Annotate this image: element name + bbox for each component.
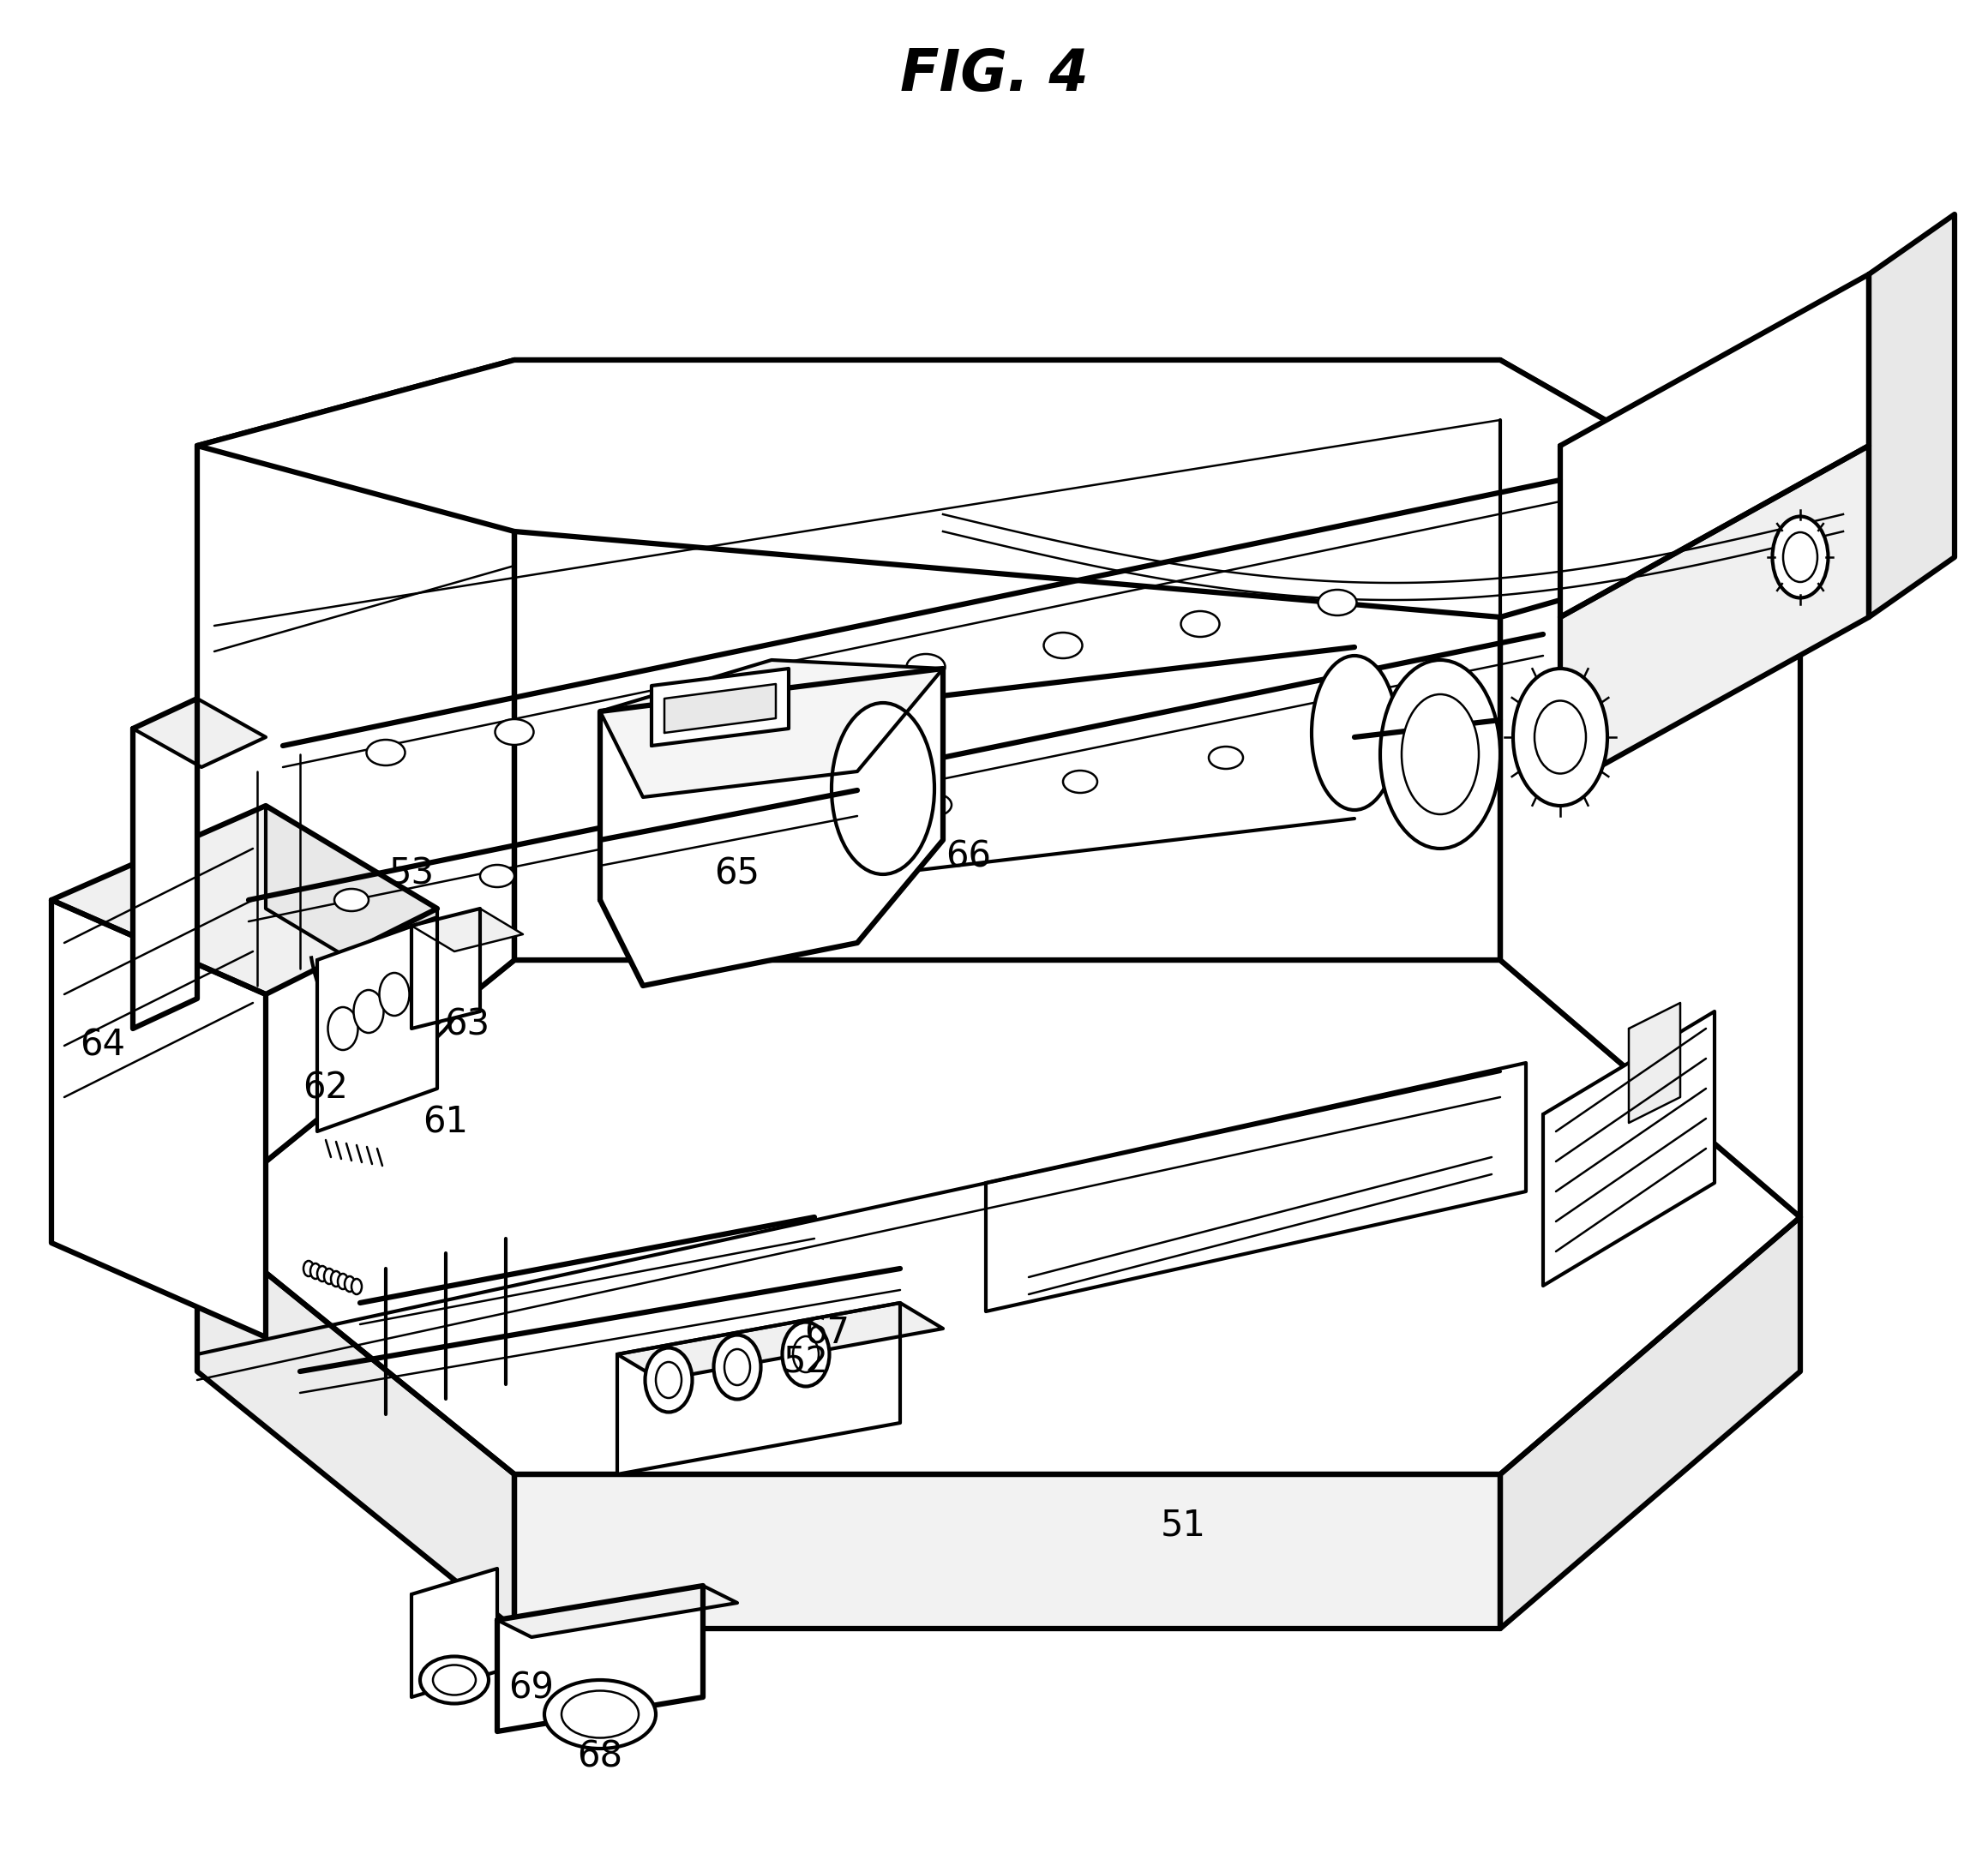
Polygon shape: [52, 805, 437, 995]
Ellipse shape: [644, 1348, 692, 1412]
Polygon shape: [1501, 361, 1801, 1216]
Ellipse shape: [1535, 701, 1586, 774]
Polygon shape: [133, 699, 197, 1029]
Ellipse shape: [310, 1263, 320, 1280]
Ellipse shape: [304, 1261, 314, 1276]
Ellipse shape: [338, 1274, 348, 1289]
Ellipse shape: [1513, 668, 1608, 805]
Ellipse shape: [433, 1665, 475, 1694]
Ellipse shape: [344, 1276, 356, 1291]
Polygon shape: [197, 960, 1801, 1475]
Polygon shape: [515, 361, 1501, 960]
Ellipse shape: [1318, 590, 1356, 616]
Polygon shape: [197, 361, 515, 1216]
Text: 62: 62: [302, 1071, 348, 1107]
Ellipse shape: [916, 794, 952, 817]
Ellipse shape: [907, 655, 944, 679]
Polygon shape: [616, 1302, 942, 1380]
Ellipse shape: [632, 698, 670, 722]
Polygon shape: [616, 1302, 901, 1475]
Ellipse shape: [328, 1006, 358, 1051]
Ellipse shape: [771, 818, 805, 841]
Polygon shape: [1561, 273, 1869, 618]
Polygon shape: [412, 1568, 497, 1696]
Polygon shape: [1501, 1216, 1801, 1629]
Ellipse shape: [479, 865, 515, 887]
Ellipse shape: [495, 720, 533, 744]
Ellipse shape: [352, 1280, 362, 1295]
Ellipse shape: [1402, 694, 1479, 815]
Ellipse shape: [318, 1267, 328, 1282]
Text: 68: 68: [577, 1739, 622, 1774]
Ellipse shape: [1380, 660, 1501, 848]
Ellipse shape: [1064, 770, 1097, 792]
Polygon shape: [197, 361, 1801, 618]
Ellipse shape: [769, 675, 807, 701]
Polygon shape: [412, 908, 479, 1029]
Polygon shape: [1561, 446, 1869, 789]
Polygon shape: [497, 1587, 738, 1637]
Text: 53: 53: [390, 856, 433, 893]
Polygon shape: [266, 805, 437, 1012]
Ellipse shape: [1783, 532, 1817, 582]
Text: 66: 66: [946, 839, 992, 876]
Polygon shape: [1543, 1012, 1714, 1285]
Ellipse shape: [831, 703, 934, 874]
Polygon shape: [412, 908, 523, 952]
Text: 52: 52: [783, 1345, 829, 1380]
Ellipse shape: [1773, 517, 1829, 597]
Ellipse shape: [366, 740, 406, 766]
Ellipse shape: [626, 841, 660, 863]
Ellipse shape: [714, 1335, 761, 1399]
Text: 61: 61: [423, 1105, 469, 1140]
Text: 65: 65: [714, 856, 759, 893]
Ellipse shape: [793, 1335, 819, 1373]
Polygon shape: [986, 1062, 1527, 1311]
Ellipse shape: [561, 1691, 638, 1737]
Text: 67: 67: [805, 1315, 851, 1350]
Polygon shape: [318, 917, 437, 1131]
Polygon shape: [497, 1587, 704, 1732]
Polygon shape: [600, 668, 942, 986]
Ellipse shape: [1044, 632, 1081, 658]
Ellipse shape: [1181, 612, 1219, 636]
Text: 64: 64: [80, 1029, 125, 1064]
Ellipse shape: [781, 1322, 829, 1386]
Ellipse shape: [324, 1269, 334, 1283]
Ellipse shape: [330, 1270, 342, 1287]
Ellipse shape: [419, 1657, 489, 1704]
Ellipse shape: [545, 1680, 656, 1748]
Ellipse shape: [724, 1348, 749, 1386]
Polygon shape: [600, 660, 942, 798]
Ellipse shape: [1209, 746, 1242, 768]
Text: 63: 63: [445, 1006, 489, 1042]
Ellipse shape: [656, 1362, 682, 1399]
Polygon shape: [197, 1216, 515, 1629]
Ellipse shape: [334, 889, 368, 911]
Text: 51: 51: [1161, 1508, 1207, 1544]
Polygon shape: [652, 668, 789, 746]
Polygon shape: [52, 900, 266, 1337]
Polygon shape: [1869, 214, 1954, 618]
Text: 69: 69: [509, 1670, 555, 1707]
Ellipse shape: [354, 990, 384, 1032]
Polygon shape: [515, 1475, 1501, 1629]
Polygon shape: [1628, 1003, 1680, 1123]
Ellipse shape: [380, 973, 410, 1016]
Text: FIG. 4: FIG. 4: [901, 46, 1087, 102]
Ellipse shape: [1312, 657, 1398, 809]
Polygon shape: [664, 684, 775, 733]
Polygon shape: [133, 699, 266, 766]
